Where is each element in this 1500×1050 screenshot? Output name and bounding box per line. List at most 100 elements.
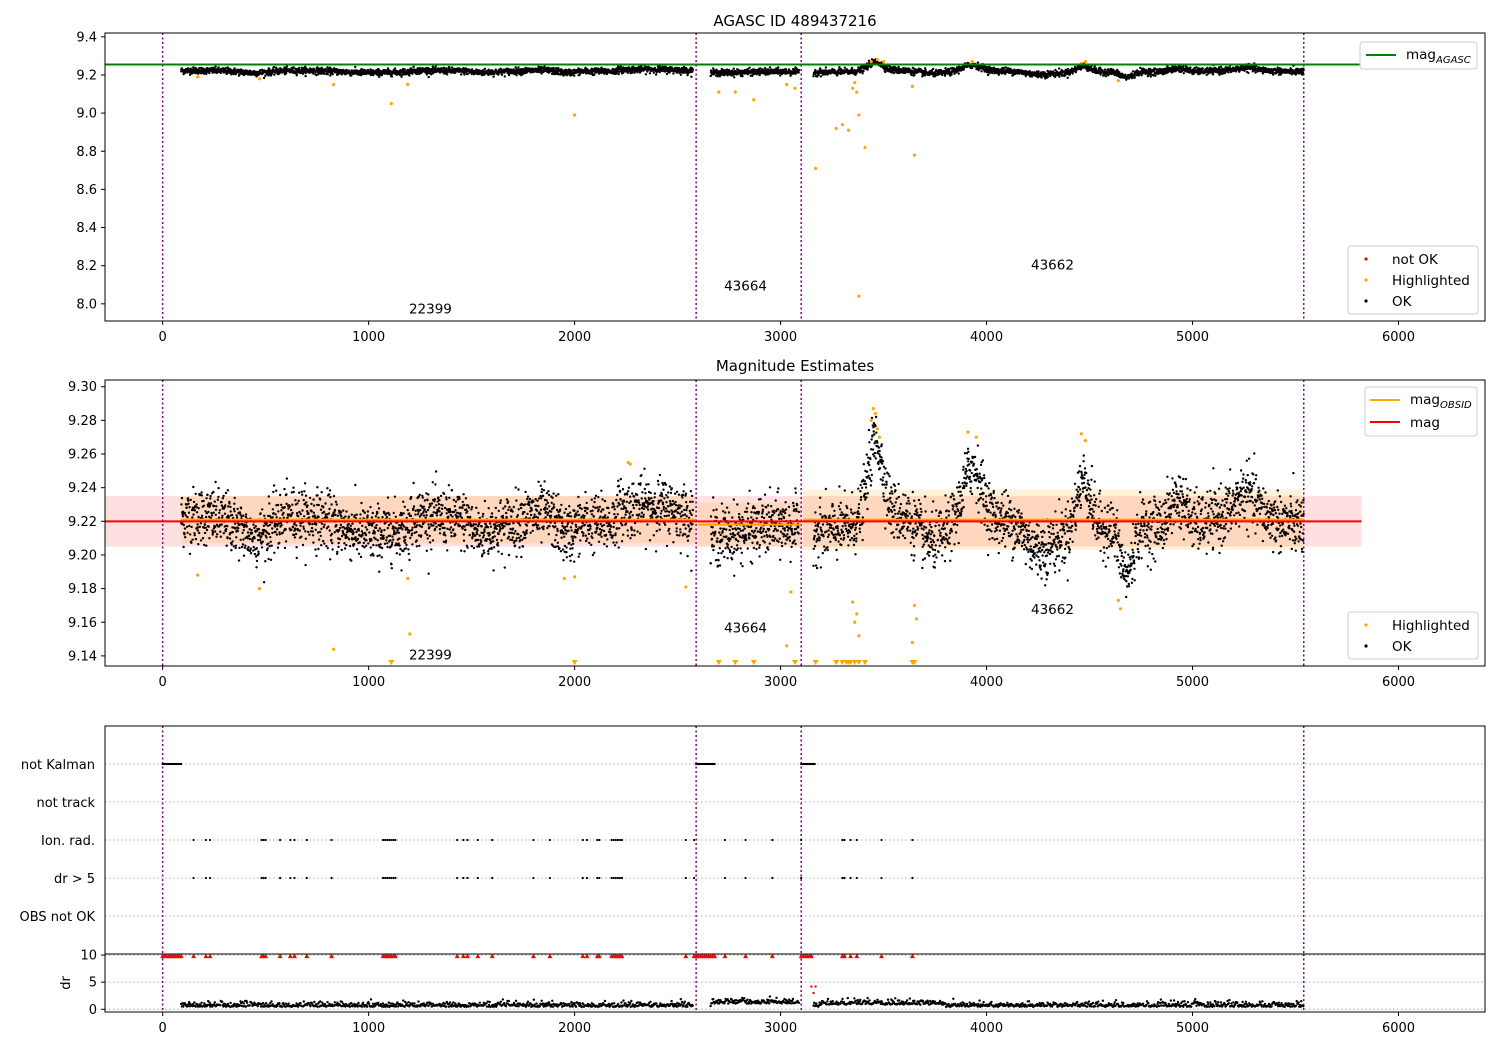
data-point bbox=[238, 511, 242, 514]
data-point bbox=[1211, 72, 1215, 76]
data-point bbox=[210, 514, 214, 517]
data-point bbox=[199, 522, 203, 525]
data-point bbox=[862, 70, 865, 73]
data-point bbox=[1189, 66, 1192, 69]
data-point bbox=[262, 76, 266, 80]
data-point bbox=[1079, 68, 1083, 71]
data-point bbox=[264, 74, 267, 77]
data-point bbox=[301, 72, 305, 76]
data-point bbox=[412, 65, 415, 69]
data-point bbox=[475, 68, 478, 71]
magnitude-panel: Magnitude Estimates 0 1000 2000 3000 4000 500… bbox=[68, 357, 1486, 690]
data-point bbox=[957, 72, 960, 75]
data-point bbox=[191, 72, 194, 75]
legend-label: Highlighted bbox=[1392, 273, 1470, 289]
highlighted-point bbox=[851, 86, 855, 90]
data-point bbox=[312, 72, 315, 75]
y-tick-label: 9.4 bbox=[76, 30, 97, 45]
data-point bbox=[186, 515, 189, 519]
highlighted-point bbox=[785, 82, 789, 87]
data-point bbox=[892, 71, 896, 75]
data-point bbox=[232, 507, 236, 511]
data-point bbox=[244, 544, 247, 547]
data-point bbox=[630, 71, 634, 74]
data-point bbox=[180, 503, 183, 506]
data-point bbox=[209, 497, 212, 500]
data-point bbox=[237, 559, 241, 562]
data-point bbox=[221, 497, 225, 500]
data-point bbox=[234, 522, 237, 525]
highlighted-point bbox=[863, 145, 867, 150]
data-point bbox=[233, 502, 236, 505]
data-point bbox=[202, 504, 206, 507]
data-point bbox=[653, 66, 657, 70]
data-point bbox=[196, 523, 199, 526]
data-point bbox=[201, 537, 205, 540]
data-point bbox=[218, 509, 221, 512]
data-point bbox=[238, 546, 241, 550]
data-point bbox=[203, 523, 207, 526]
data-point bbox=[217, 495, 220, 499]
data-point bbox=[850, 66, 854, 70]
data-point bbox=[691, 68, 694, 72]
data-point bbox=[487, 68, 490, 71]
data-point bbox=[976, 61, 980, 64]
data-point bbox=[323, 72, 326, 75]
highlighted-point bbox=[875, 58, 879, 62]
data-point bbox=[1247, 71, 1250, 75]
data-point bbox=[644, 73, 648, 76]
data-point bbox=[902, 66, 905, 70]
data-point bbox=[414, 68, 417, 72]
data-point bbox=[224, 530, 227, 533]
data-point bbox=[403, 68, 406, 71]
data-point bbox=[187, 499, 190, 502]
data-point bbox=[932, 67, 935, 71]
data-point bbox=[230, 543, 233, 546]
data-point bbox=[1071, 72, 1074, 75]
highlighted-point bbox=[857, 294, 861, 298]
highlighted-point bbox=[912, 153, 917, 157]
data-point bbox=[224, 66, 228, 70]
data-point bbox=[188, 506, 191, 509]
data-point bbox=[512, 68, 515, 71]
data-point bbox=[187, 511, 191, 514]
data-point bbox=[214, 65, 217, 68]
data-point bbox=[218, 511, 221, 514]
data-point bbox=[819, 67, 822, 70]
data-point bbox=[836, 74, 839, 77]
data-point bbox=[923, 74, 927, 77]
data-point bbox=[389, 70, 392, 73]
data-point bbox=[193, 534, 196, 537]
data-point bbox=[652, 71, 655, 74]
data-point bbox=[196, 529, 199, 532]
data-point bbox=[185, 506, 188, 509]
data-point bbox=[238, 523, 241, 526]
data-point bbox=[229, 510, 232, 513]
data-point bbox=[1093, 65, 1096, 68]
data-point bbox=[191, 516, 194, 519]
highlighted-point bbox=[752, 98, 756, 102]
data-point bbox=[231, 540, 234, 543]
data-point bbox=[980, 70, 983, 73]
data-point bbox=[225, 527, 228, 531]
obsid-label: 22399 bbox=[409, 301, 452, 317]
data-point bbox=[240, 545, 244, 549]
data-point bbox=[304, 71, 307, 75]
highlighted-point bbox=[857, 113, 861, 117]
data-point bbox=[390, 75, 393, 78]
data-point bbox=[208, 71, 211, 75]
y-tick-label: 8.4 bbox=[76, 221, 97, 236]
data-point bbox=[235, 516, 239, 519]
data-point bbox=[507, 73, 511, 77]
data-point bbox=[1182, 72, 1186, 75]
data-point bbox=[205, 497, 208, 500]
data-point bbox=[248, 534, 251, 537]
legend-marker bbox=[1364, 257, 1368, 261]
data-point bbox=[229, 505, 232, 509]
data-point bbox=[205, 528, 209, 532]
data-point bbox=[1133, 76, 1136, 80]
data-point bbox=[1201, 67, 1204, 70]
data-point bbox=[741, 75, 744, 78]
data-point bbox=[211, 531, 215, 534]
data-point bbox=[184, 514, 187, 517]
